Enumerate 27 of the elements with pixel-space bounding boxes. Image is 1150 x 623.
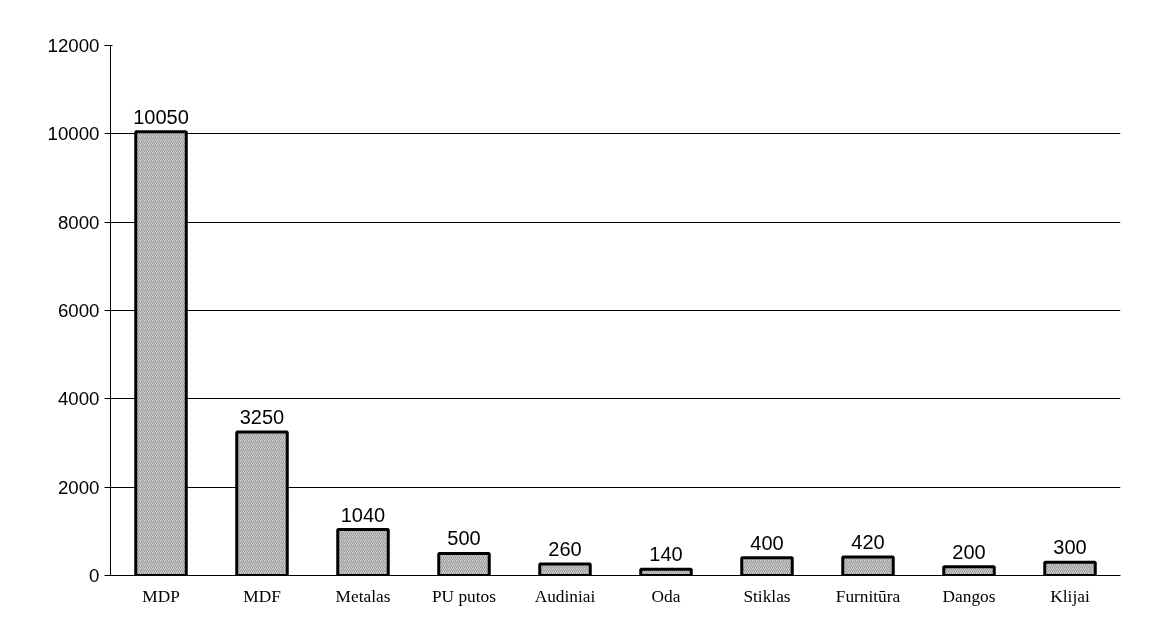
x-tick-label: MDP <box>142 586 180 606</box>
x-tick-label: MDF <box>243 586 282 606</box>
data-label: 200 <box>952 540 986 563</box>
y-tick-label: 4000 <box>58 388 100 410</box>
data-label: 3250 <box>239 405 285 428</box>
data-label: 1040 <box>340 503 386 526</box>
y-tick-label: 2000 <box>58 476 100 498</box>
data-label: 10050 <box>133 105 189 128</box>
data-label: 300 <box>1053 536 1087 559</box>
x-tick-label: Stiklas <box>743 586 791 606</box>
y-tick-label: 0 <box>89 565 100 586</box>
data-label: 400 <box>750 531 784 554</box>
data-label: 140 <box>649 543 683 566</box>
y-tick-label: 12000 <box>47 35 100 56</box>
y-tick-label: 8000 <box>58 211 100 233</box>
x-tick-label: Oda <box>651 586 681 606</box>
x-tick-label: Audiniai <box>534 586 596 606</box>
x-tick-label: Furnitūra <box>835 586 901 606</box>
data-label: 420 <box>851 530 885 553</box>
y-tick-label: 6000 <box>58 300 100 321</box>
y-tick-label: 10000 <box>47 123 100 145</box>
x-tick-label: Dangos <box>942 586 996 606</box>
x-tick-label: PU putos <box>431 586 497 606</box>
x-tick-label: Metalas <box>335 586 391 606</box>
x-tick-label: Klijai <box>1050 586 1090 606</box>
data-label: 500 <box>447 527 481 550</box>
data-label: 260 <box>548 538 582 561</box>
